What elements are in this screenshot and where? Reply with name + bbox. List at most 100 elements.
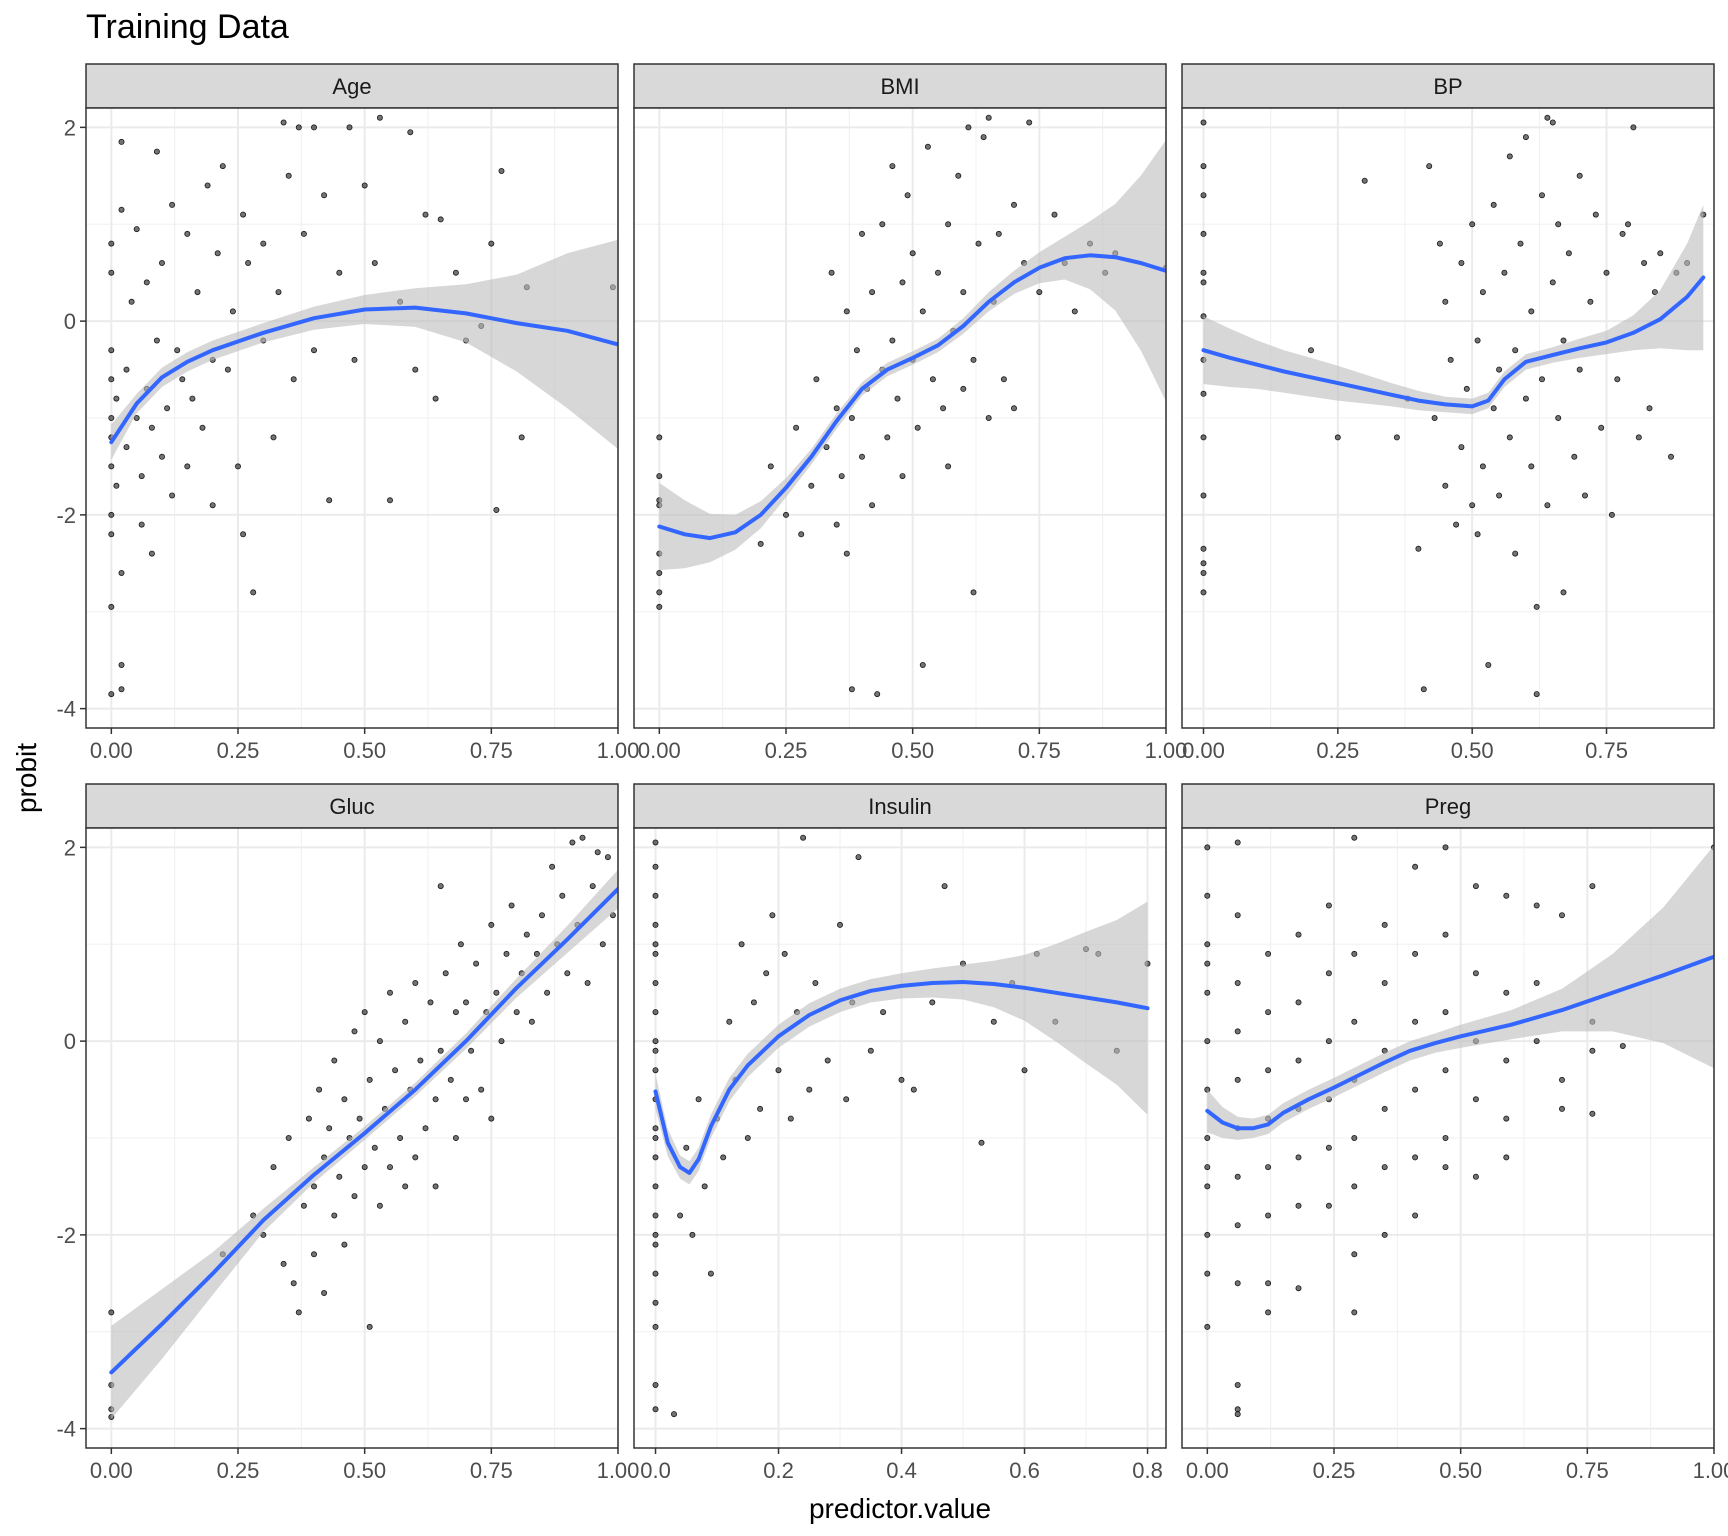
data-point [462,1096,469,1103]
data-point [757,1105,764,1112]
data-point [1420,686,1427,693]
data-point [1533,980,1540,987]
data-point [1295,999,1302,1006]
data-point [376,1038,383,1045]
data-point [1442,1135,1449,1142]
data-point [118,138,125,145]
data-point [422,211,429,218]
data-point [1412,863,1419,870]
y-axis-title: probit [11,743,42,813]
data-point [1381,1164,1388,1171]
data-point [824,1057,831,1064]
data-point [652,1009,659,1016]
data-point [392,1067,399,1074]
data-point [1503,1115,1510,1122]
data-point [1351,950,1358,957]
data-point [656,589,663,596]
data-point [290,376,297,383]
data-point [652,1241,659,1248]
data-point [899,279,906,286]
x-tick-label: 0.50 [343,738,386,763]
data-point [128,298,135,305]
data-point [1474,531,1481,538]
data-point [1036,289,1043,296]
y-tick-label: 2 [64,115,76,140]
data-point [1517,240,1524,247]
data-point [1351,1135,1358,1142]
panel-border [1181,107,1715,729]
data-point [1204,1270,1211,1277]
data-point [750,999,757,1006]
panel-border [85,107,619,729]
data-point [757,540,764,547]
data-point [1522,134,1529,141]
data-point [1351,1183,1358,1190]
data-point [549,863,556,870]
data-point [1381,980,1388,987]
panel-plot-area [656,114,1166,698]
data-point [1571,453,1578,460]
x-tick-label: 0.00 [638,738,681,763]
data-point [1234,1280,1241,1287]
data-point [179,376,186,383]
strip-label-preg: Preg [1425,794,1471,819]
data-point [169,201,176,208]
data-point [1472,1096,1479,1103]
panel-age: Age 0.00 0.25 0.50 0.75 1.00 2 0 -2 -4 [56,63,639,763]
data-point [1431,414,1438,421]
data-point [321,1290,328,1297]
data-point [473,960,480,967]
data-point [148,424,155,431]
data-point [361,182,368,189]
data-point [1496,366,1503,373]
data-point [234,463,241,470]
data-point [402,1183,409,1190]
data-point [812,980,819,987]
data-point [432,1096,439,1103]
data-point [1325,1038,1332,1045]
data-point [1463,385,1470,392]
data-point [1533,902,1540,909]
data-point [376,1202,383,1209]
data-point [1472,970,1479,977]
data-point [1381,921,1388,928]
data-point [1533,603,1540,610]
data-point [1528,463,1535,470]
data-point [1549,279,1556,286]
data-point [118,206,125,213]
data-point [371,259,378,266]
data-point [133,414,140,421]
data-point [1204,892,1211,899]
data-point [1474,337,1481,344]
data-point [260,240,267,247]
data-point [1351,1251,1358,1258]
data-point [1528,308,1535,315]
data-point [1472,883,1479,890]
data-point [1265,950,1272,957]
data-point [1496,492,1503,499]
data-point [1415,545,1422,552]
data-point [341,1096,348,1103]
data-point [1325,1144,1332,1151]
data-point [1204,844,1211,851]
data-point [899,473,906,480]
data-point [1619,1043,1626,1050]
panel-plot-area [1200,114,1707,698]
data-point [427,999,434,1006]
data-point [848,414,855,421]
data-point [843,1096,850,1103]
panel-preg: Preg 0.00 0.25 0.50 0.75 1.00 [1181,783,1728,1483]
data-point [1522,395,1529,402]
data-point [305,1115,312,1122]
data-point [1234,1222,1241,1229]
data-point [995,230,1002,237]
data-point [652,921,659,928]
data-point [579,834,586,841]
data-point [245,259,252,266]
data-point [1051,211,1058,218]
data-point [488,240,495,247]
data-point [432,1183,439,1190]
data-point [1204,1323,1211,1330]
panel-plot-area [108,834,618,1421]
data-point [1200,163,1207,170]
